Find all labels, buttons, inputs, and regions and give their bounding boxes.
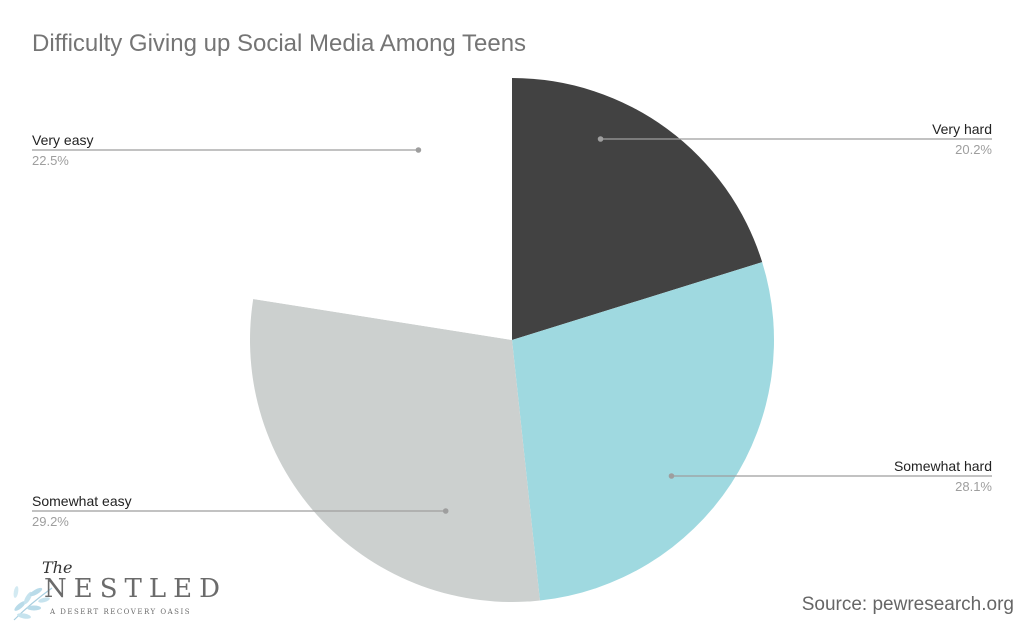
leader-dot	[415, 147, 422, 153]
slice-percent-label: 20.2%	[955, 142, 992, 157]
slice-label: Somewhat hard	[894, 458, 992, 474]
leader-dot	[442, 508, 449, 514]
source-caption: Source: pewresearch.org	[801, 594, 1014, 615]
pie-slice-somewhat-hard	[512, 262, 774, 601]
leader-dot	[597, 136, 604, 142]
slice-percent-label: 29.2%	[32, 514, 69, 529]
leaf-icon	[13, 586, 53, 621]
pie-slice-very-easy	[253, 78, 513, 340]
logo-tagline-text: A DESERT RECOVERY OASIS	[50, 608, 192, 616]
slice-label: Very hard	[932, 121, 992, 137]
logo-name-text: NESTLED	[44, 574, 227, 604]
pie-slice-somewhat-easy	[249, 299, 540, 603]
slice-percent-label: 22.5%	[32, 153, 69, 168]
logo-the-text: The	[42, 558, 73, 577]
leader-dot	[668, 473, 675, 479]
slice-percent-label: 28.1%	[955, 479, 992, 494]
pie-slice-very-hard	[512, 78, 763, 340]
nestled-logo: The NESTLED A DESERT RECOVERY OASIS	[8, 558, 220, 628]
slice-label: Very easy	[32, 132, 93, 148]
slice-label: Somewhat easy	[32, 493, 132, 509]
chart-title: Difficulty Giving up Social Media Among …	[32, 30, 527, 57]
